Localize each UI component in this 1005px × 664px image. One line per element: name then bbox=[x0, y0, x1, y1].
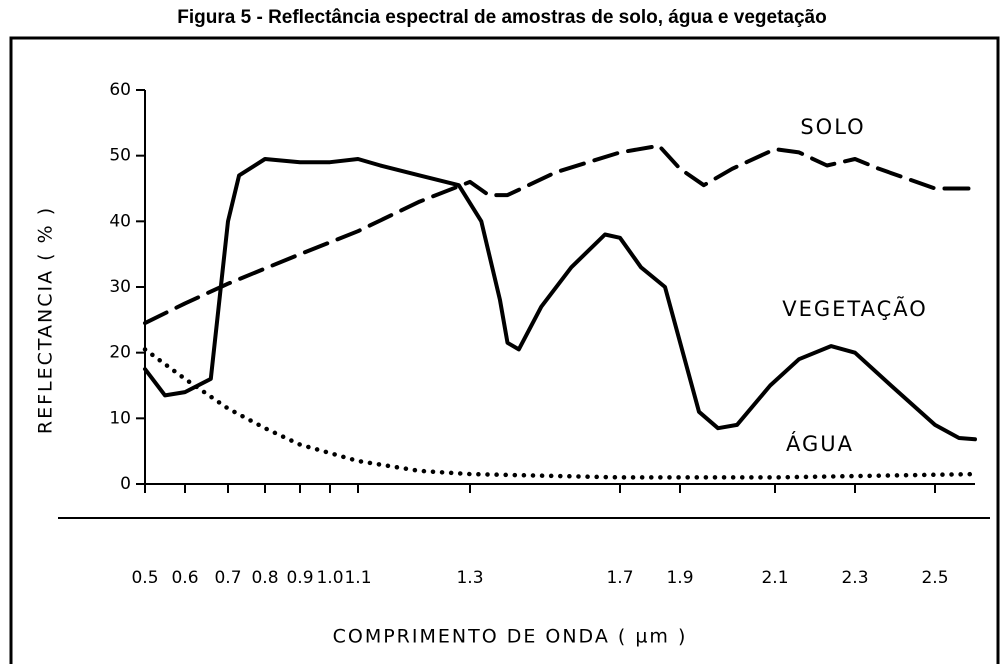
x-tick-label: 0.8 bbox=[251, 568, 278, 588]
series-label: SOLO bbox=[800, 115, 865, 139]
frame bbox=[9, 36, 1000, 664]
chart-title: Figura 5 - Reflectância espectral de amo… bbox=[177, 7, 826, 28]
x-tick-label: 1.0 bbox=[316, 568, 343, 588]
y-tick-label: 10 bbox=[109, 408, 131, 428]
x-tick-label: 1.3 bbox=[456, 568, 483, 588]
x-axis-label: COMPRIMENTO DE ONDA ( µm ) bbox=[333, 626, 688, 648]
x-tick-label: 0.5 bbox=[131, 568, 158, 588]
x-tick-label: 2.5 bbox=[921, 568, 948, 588]
y-tick-label: 20 bbox=[109, 343, 131, 363]
series-line bbox=[143, 143, 977, 326]
y-tick-label: 60 bbox=[109, 80, 131, 100]
x-tick-label: 2.3 bbox=[841, 568, 868, 588]
y-tick-label: 30 bbox=[109, 277, 131, 297]
y-tick-label: 50 bbox=[109, 146, 131, 166]
series-label: VEGETAÇÃO bbox=[782, 295, 928, 321]
series-line bbox=[143, 157, 977, 442]
series-line bbox=[142, 347, 978, 480]
series-label: ÁGUA bbox=[786, 431, 854, 456]
y-tick-label: 0 bbox=[120, 474, 131, 494]
x-tick-label: 0.7 bbox=[214, 568, 241, 588]
x-tick-label: 2.1 bbox=[761, 568, 788, 588]
y-tick-label: 40 bbox=[109, 211, 131, 231]
x-tick-label: 0.6 bbox=[171, 568, 198, 588]
y-axis-label: REFLECTANCIA ( % ) bbox=[35, 206, 57, 434]
x-tick-label: 1.7 bbox=[606, 568, 633, 588]
x-tick-label: 0.9 bbox=[286, 568, 313, 588]
x-tick-label: 1.9 bbox=[666, 568, 693, 588]
x-tick-label: 1.1 bbox=[344, 568, 371, 588]
